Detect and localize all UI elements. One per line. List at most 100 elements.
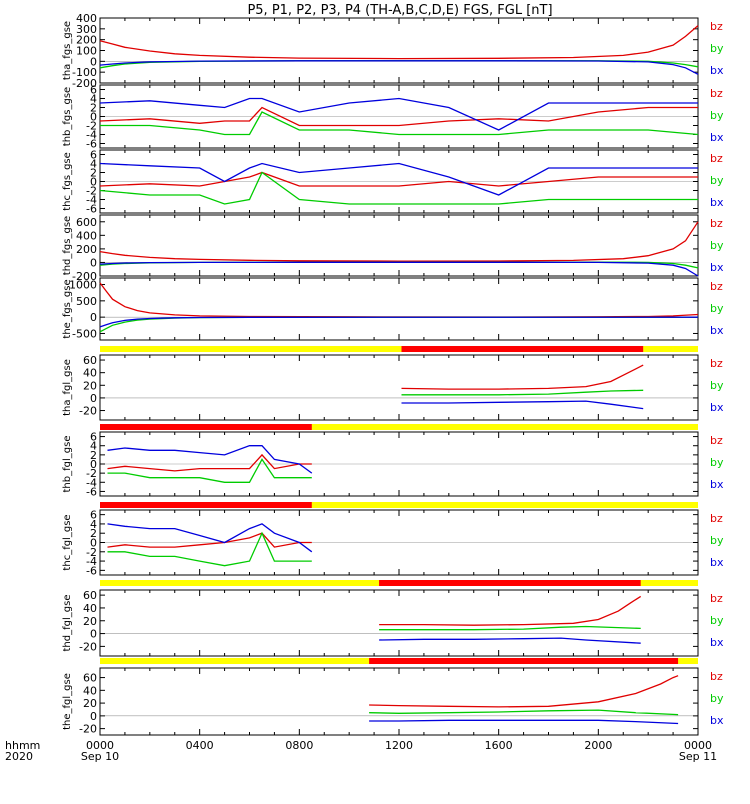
y-axis-label: thd_fgs_gse [62, 216, 73, 275]
y-tick-label: 40 [83, 367, 97, 380]
y-tick-label: -500 [72, 327, 97, 340]
status-bar-available [100, 502, 312, 508]
y-axis-label: the_fgl_gse [62, 673, 73, 730]
y-axis-label: the_fgs_gse [62, 279, 73, 338]
y-tick-label: -200 [72, 77, 97, 90]
y-tick-label: 2 [90, 527, 97, 540]
series-line-bx [379, 637, 641, 644]
y-axis-label: thb_fgs_gse [62, 87, 73, 146]
series-line-by [107, 531, 312, 567]
y-tick-label: 4 [90, 518, 97, 531]
x-tick-label: 1200 [385, 739, 413, 752]
series-line-bx [369, 719, 679, 725]
status-bar-gap [100, 424, 698, 430]
legend-bx: bx [710, 64, 724, 77]
series-line-bx [99, 316, 699, 328]
series-line-by [107, 458, 312, 483]
legend-bz: bz [710, 20, 723, 33]
legend-bz: bz [710, 592, 723, 605]
legend-bz: bz [710, 670, 723, 683]
y-tick-label: -20 [79, 640, 97, 653]
y-tick-label: 0 [90, 55, 97, 68]
status-bar-gap [100, 502, 698, 508]
series-line-by [99, 171, 698, 205]
x-date-label: Sep 10 [81, 750, 119, 763]
legend-bz: bz [710, 152, 723, 165]
y-tick-label: 400 [76, 12, 97, 25]
y-tick-label: 0 [90, 458, 97, 471]
y-tick-label: 0 [90, 628, 97, 641]
y-tick-label: 6 [90, 149, 97, 162]
series-line-bz [99, 221, 699, 262]
axis-prefix-hhmm: hhmm [5, 739, 40, 752]
series-line-bz [369, 675, 679, 708]
series-line-by [369, 709, 679, 716]
y-tick-label: 500 [76, 295, 97, 308]
series-line-bx [99, 97, 698, 131]
y-tick-label: 20 [83, 379, 97, 392]
y-tick-label: 2 [90, 449, 97, 462]
y-tick-label: 200 [76, 243, 97, 256]
y-axis-label: thc_fgs_gse [62, 152, 73, 211]
y-tick-label: 300 [76, 23, 97, 36]
y-tick-label: 40 [83, 602, 97, 615]
y-tick-label: 1000 [69, 279, 97, 292]
series-line-by [379, 625, 641, 631]
series-line-bx [99, 60, 699, 75]
panel-frame [99, 354, 699, 421]
y-tick-label: -2 [86, 546, 97, 559]
status-bar-available [379, 580, 641, 586]
y-tick-label: -6 [86, 203, 97, 216]
panel-frame [99, 214, 699, 277]
series-line-bz [107, 453, 312, 472]
legend-bx: bx [710, 478, 724, 491]
legend-bz: bz [710, 357, 723, 370]
y-tick-label: 0 [90, 710, 97, 723]
y-tick-label: 0 [90, 176, 97, 189]
series-line-by [100, 111, 699, 136]
panel-frame [99, 17, 699, 84]
legend-by: by [710, 174, 724, 187]
y-axis-label: thb_fgl_gse [62, 436, 73, 493]
y-tick-label: 100 [76, 45, 97, 58]
y-tick-label: 400 [76, 229, 97, 242]
legend-bx: bx [710, 196, 724, 209]
x-tick-label: 0400 [186, 739, 214, 752]
x-tick-label: 2000 [584, 739, 612, 752]
legend-by: by [710, 109, 724, 122]
series-line-bx [99, 261, 699, 277]
legend-bz: bz [710, 87, 723, 100]
legend-bx: bx [710, 131, 724, 144]
y-tick-label: -2 [86, 120, 97, 133]
series-line-bz [99, 171, 698, 187]
y-tick-label: 0 [90, 311, 97, 324]
y-tick-label: -2 [86, 185, 97, 198]
y-tick-label: -2 [86, 467, 97, 480]
legend-by: by [710, 42, 724, 55]
legend-bz: bz [710, 280, 723, 293]
y-axis-label: tha_fgs_gse [62, 21, 73, 80]
legend-bz: bz [710, 434, 723, 447]
y-tick-label: 0 [90, 111, 97, 124]
legend-by: by [710, 379, 724, 392]
x-tick-label: 0000 [86, 739, 114, 752]
legend-bx: bx [710, 556, 724, 569]
legend-by: by [710, 614, 724, 627]
status-bar-available [100, 424, 312, 430]
legend-by: by [710, 534, 724, 547]
y-tick-label: 4 [90, 440, 97, 453]
y-tick-label: -6 [86, 485, 97, 498]
y-axis-label: thc_fgl_gse [62, 514, 73, 570]
legend-by: by [710, 239, 724, 252]
y-tick-label: 20 [83, 697, 97, 710]
y-tick-label: 0 [90, 392, 97, 405]
y-tick-label: -4 [86, 476, 97, 489]
y-tick-label: 6 [90, 509, 97, 522]
